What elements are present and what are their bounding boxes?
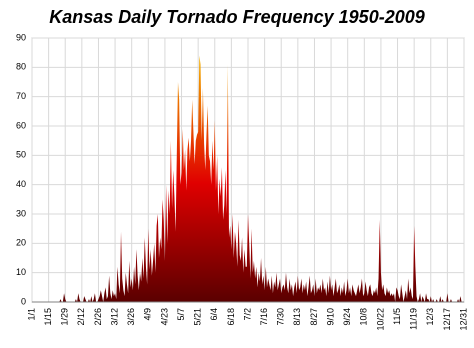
x-tick-label: 9/24 [342, 308, 352, 326]
x-tick-label: 12/31 [458, 308, 468, 331]
y-tick-label: 50 [16, 150, 26, 160]
x-tick-label: 6/18 [226, 308, 236, 326]
x-tick-label: 6/4 [209, 308, 219, 321]
y-tick-label: 70 [16, 91, 26, 101]
y-tick-label: 90 [16, 32, 26, 42]
x-tick-label: 11/5 [392, 308, 402, 325]
x-tick-label: 4/9 [143, 308, 153, 321]
x-tick-label: 12/17 [442, 308, 452, 331]
y-tick-label: 30 [16, 208, 26, 218]
y-tick-label: 40 [16, 179, 26, 189]
x-tick-label: 1/1 [26, 308, 36, 321]
x-tick-label: 7/30 [276, 308, 286, 326]
y-tick-label: 0 [21, 296, 26, 306]
x-tick-label: 3/26 [126, 308, 136, 326]
x-tick-label: 9/10 [325, 308, 335, 326]
x-tick-label: 10/8 [359, 308, 369, 326]
x-tick-label: 7/2 [242, 308, 252, 321]
x-tick-label: 2/12 [76, 308, 86, 326]
x-tick-label: 4/23 [159, 308, 169, 326]
x-tick-label: 12/3 [425, 308, 435, 326]
x-tick-label: 8/13 [292, 308, 302, 326]
y-tick-label: 10 [16, 267, 26, 277]
x-tick-label: 8/27 [309, 308, 319, 326]
chart-title: Kansas Daily Tornado Frequency 1950-2009 [49, 7, 425, 27]
x-tick-label: 7/16 [259, 308, 269, 326]
y-tick-label: 80 [16, 62, 26, 72]
x-tick-label: 5/21 [193, 308, 203, 326]
x-tick-label: 11/19 [409, 308, 419, 330]
x-tick-label: 10/22 [375, 308, 385, 331]
y-tick-label: 20 [16, 238, 26, 248]
x-tick-label: 5/7 [176, 308, 186, 321]
x-tick-label: 1/29 [60, 308, 70, 326]
x-tick-label: 2/26 [93, 308, 103, 326]
x-tick-label: 1/15 [43, 308, 53, 326]
y-tick-label: 60 [16, 120, 26, 130]
area [32, 55, 464, 302]
x-tick-label: 3/12 [109, 308, 119, 326]
